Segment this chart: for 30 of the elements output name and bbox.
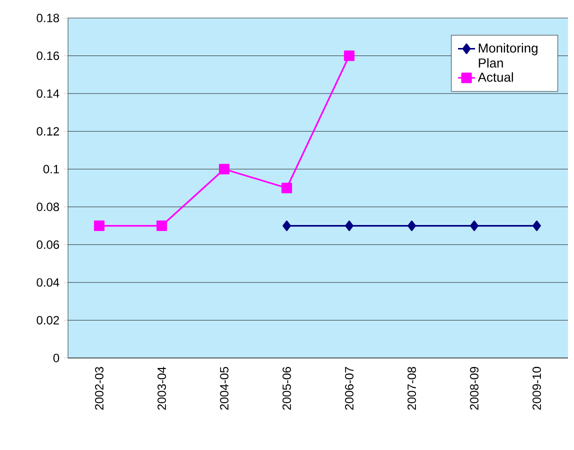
x-tick-label: 2002-03 — [95, 366, 104, 410]
x-tick-label: 2006-07 — [345, 367, 354, 410]
x-tick-label: 2009-10 — [532, 366, 541, 410]
point — [156, 220, 168, 232]
y-tick-label: 0.14 — [36, 89, 60, 98]
point — [408, 220, 416, 232]
x-tick-label: 2004-05 — [220, 366, 228, 410]
x-tick-label: 2007-08 — [408, 366, 416, 410]
point — [470, 220, 478, 232]
x-tick-label: 2008-09 — [470, 367, 478, 410]
y-tick-label: 0.1 — [43, 164, 59, 174]
x-tick-label: 2005-06 — [282, 366, 291, 410]
y-tick-label: 0.02 — [36, 316, 59, 324]
point — [94, 220, 105, 232]
legend-label: Actual — [478, 72, 513, 82]
point — [218, 164, 230, 174]
point — [344, 50, 355, 62]
y-tick-label: 0.12 — [36, 127, 59, 136]
y-tick-label: 0.18 — [36, 14, 60, 22]
y-tick-label: 0 — [53, 354, 60, 362]
x-tick-label: 2003-04 — [158, 366, 166, 410]
point — [532, 220, 541, 232]
point — [345, 220, 354, 232]
y-tick-label: 0.16 — [36, 52, 60, 60]
legend-label: Monitoring Plan — [478, 43, 538, 68]
y-tick-label: 0.06 — [36, 240, 60, 249]
y-tick-label: 0.08 — [36, 202, 60, 212]
point — [282, 220, 291, 232]
point — [281, 182, 292, 194]
y-tick-label: 0.04 — [36, 278, 60, 287]
